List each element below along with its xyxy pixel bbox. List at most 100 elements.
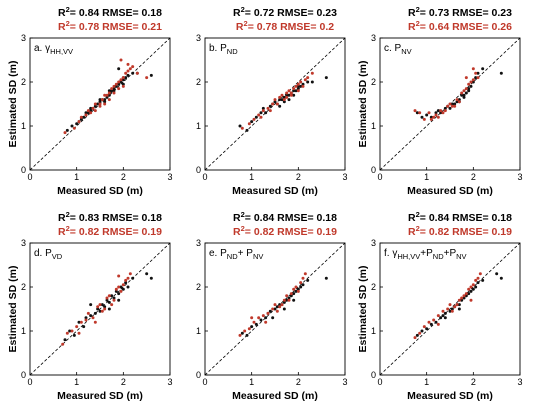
point-black <box>271 316 275 320</box>
stat-black-text: R2= 0.84 RMSE= 0.18 <box>58 5 162 19</box>
point-red <box>287 89 291 93</box>
point-red <box>117 274 121 278</box>
point-red <box>77 120 81 124</box>
point-black <box>126 73 130 77</box>
point-red <box>128 272 132 276</box>
plot-frame <box>29 37 171 171</box>
point-black <box>278 98 282 102</box>
point-black <box>72 333 76 337</box>
point-red <box>422 325 426 329</box>
panel-label: d. PVD <box>34 248 63 261</box>
y-tick-label: 0 <box>196 165 201 175</box>
point-red <box>462 89 466 93</box>
point-red <box>119 58 123 62</box>
plot-frame <box>379 242 521 376</box>
point-red <box>268 109 272 113</box>
point-red <box>464 292 468 296</box>
point-black <box>453 102 457 106</box>
point-black <box>294 289 298 293</box>
point-red <box>282 98 286 102</box>
point-red <box>413 109 417 113</box>
stat-black-text: R2= 0.73 RMSE= 0.23 <box>408 5 512 19</box>
x-axis-label: Measured SD (m) <box>232 390 318 402</box>
x-axis-label: Measured SD (m) <box>57 390 143 402</box>
point-black <box>299 285 303 289</box>
point-red <box>247 327 251 331</box>
point-red <box>264 320 268 324</box>
point-black <box>462 93 466 97</box>
point-red <box>464 87 468 91</box>
point-black <box>70 124 74 128</box>
y-tick-label: 2 <box>21 282 26 292</box>
point-red <box>278 95 282 99</box>
point-red <box>128 67 132 71</box>
point-black <box>443 316 447 320</box>
stat-values: = 0.82 RMSE= 0.19 <box>70 226 162 238</box>
point-red <box>273 98 277 102</box>
point-red <box>273 303 277 307</box>
point-red <box>287 298 291 302</box>
panel-label-rest: + P <box>238 248 254 259</box>
point-black <box>429 322 433 326</box>
point-red <box>432 318 436 322</box>
point-black <box>310 80 314 84</box>
point-black <box>324 276 328 280</box>
point-black <box>443 311 447 315</box>
point-black <box>469 289 473 293</box>
point-black <box>79 117 83 121</box>
point-black <box>474 76 478 80</box>
point-black <box>495 272 499 276</box>
point-black <box>292 298 296 302</box>
point-red <box>135 71 139 75</box>
point-red <box>478 272 482 276</box>
point-black <box>324 76 328 80</box>
point-black <box>261 106 265 110</box>
point-red <box>89 111 93 115</box>
point-red <box>418 111 422 115</box>
point-black <box>98 100 102 104</box>
point-black <box>112 296 116 300</box>
panel-label: e. PND+ PNV <box>209 248 263 261</box>
point-red <box>453 104 457 108</box>
x-tick-label: 0 <box>377 172 382 182</box>
point-red <box>450 309 454 313</box>
x-tick-label: 2 <box>296 172 301 182</box>
x-tick-label: 3 <box>517 172 522 182</box>
point-red <box>457 100 461 104</box>
point-black <box>460 93 464 97</box>
point-red <box>436 322 440 326</box>
point-red <box>121 283 125 287</box>
point-black <box>301 283 305 287</box>
point-black <box>68 329 72 333</box>
point-red <box>84 318 88 322</box>
point-red <box>86 311 90 315</box>
stat-values: = 0.82 RMSE= 0.19 <box>245 226 337 238</box>
point-black <box>124 281 128 285</box>
point-red <box>413 336 417 340</box>
point-black <box>254 115 258 119</box>
point-red <box>107 294 111 298</box>
stat-black-text: R2= 0.84 RMSE= 0.18 <box>408 210 512 224</box>
point-red <box>292 87 296 91</box>
r-squared-exponent: 2 <box>416 224 420 233</box>
point-red <box>455 303 459 307</box>
point-red <box>310 71 314 75</box>
point-black <box>238 124 242 128</box>
point-red <box>121 84 125 88</box>
point-red <box>285 294 289 298</box>
point-red <box>464 76 468 80</box>
r-squared-exponent: 2 <box>241 5 245 14</box>
point-black <box>464 294 468 298</box>
y-tick-label: 3 <box>196 33 201 43</box>
point-red <box>436 115 440 119</box>
point-black <box>117 292 121 296</box>
point-black <box>105 298 109 302</box>
point-red <box>296 89 300 93</box>
point-black <box>126 285 130 289</box>
point-red <box>427 111 431 115</box>
point-red <box>91 106 95 110</box>
point-red <box>261 109 265 113</box>
point-red <box>124 278 128 282</box>
